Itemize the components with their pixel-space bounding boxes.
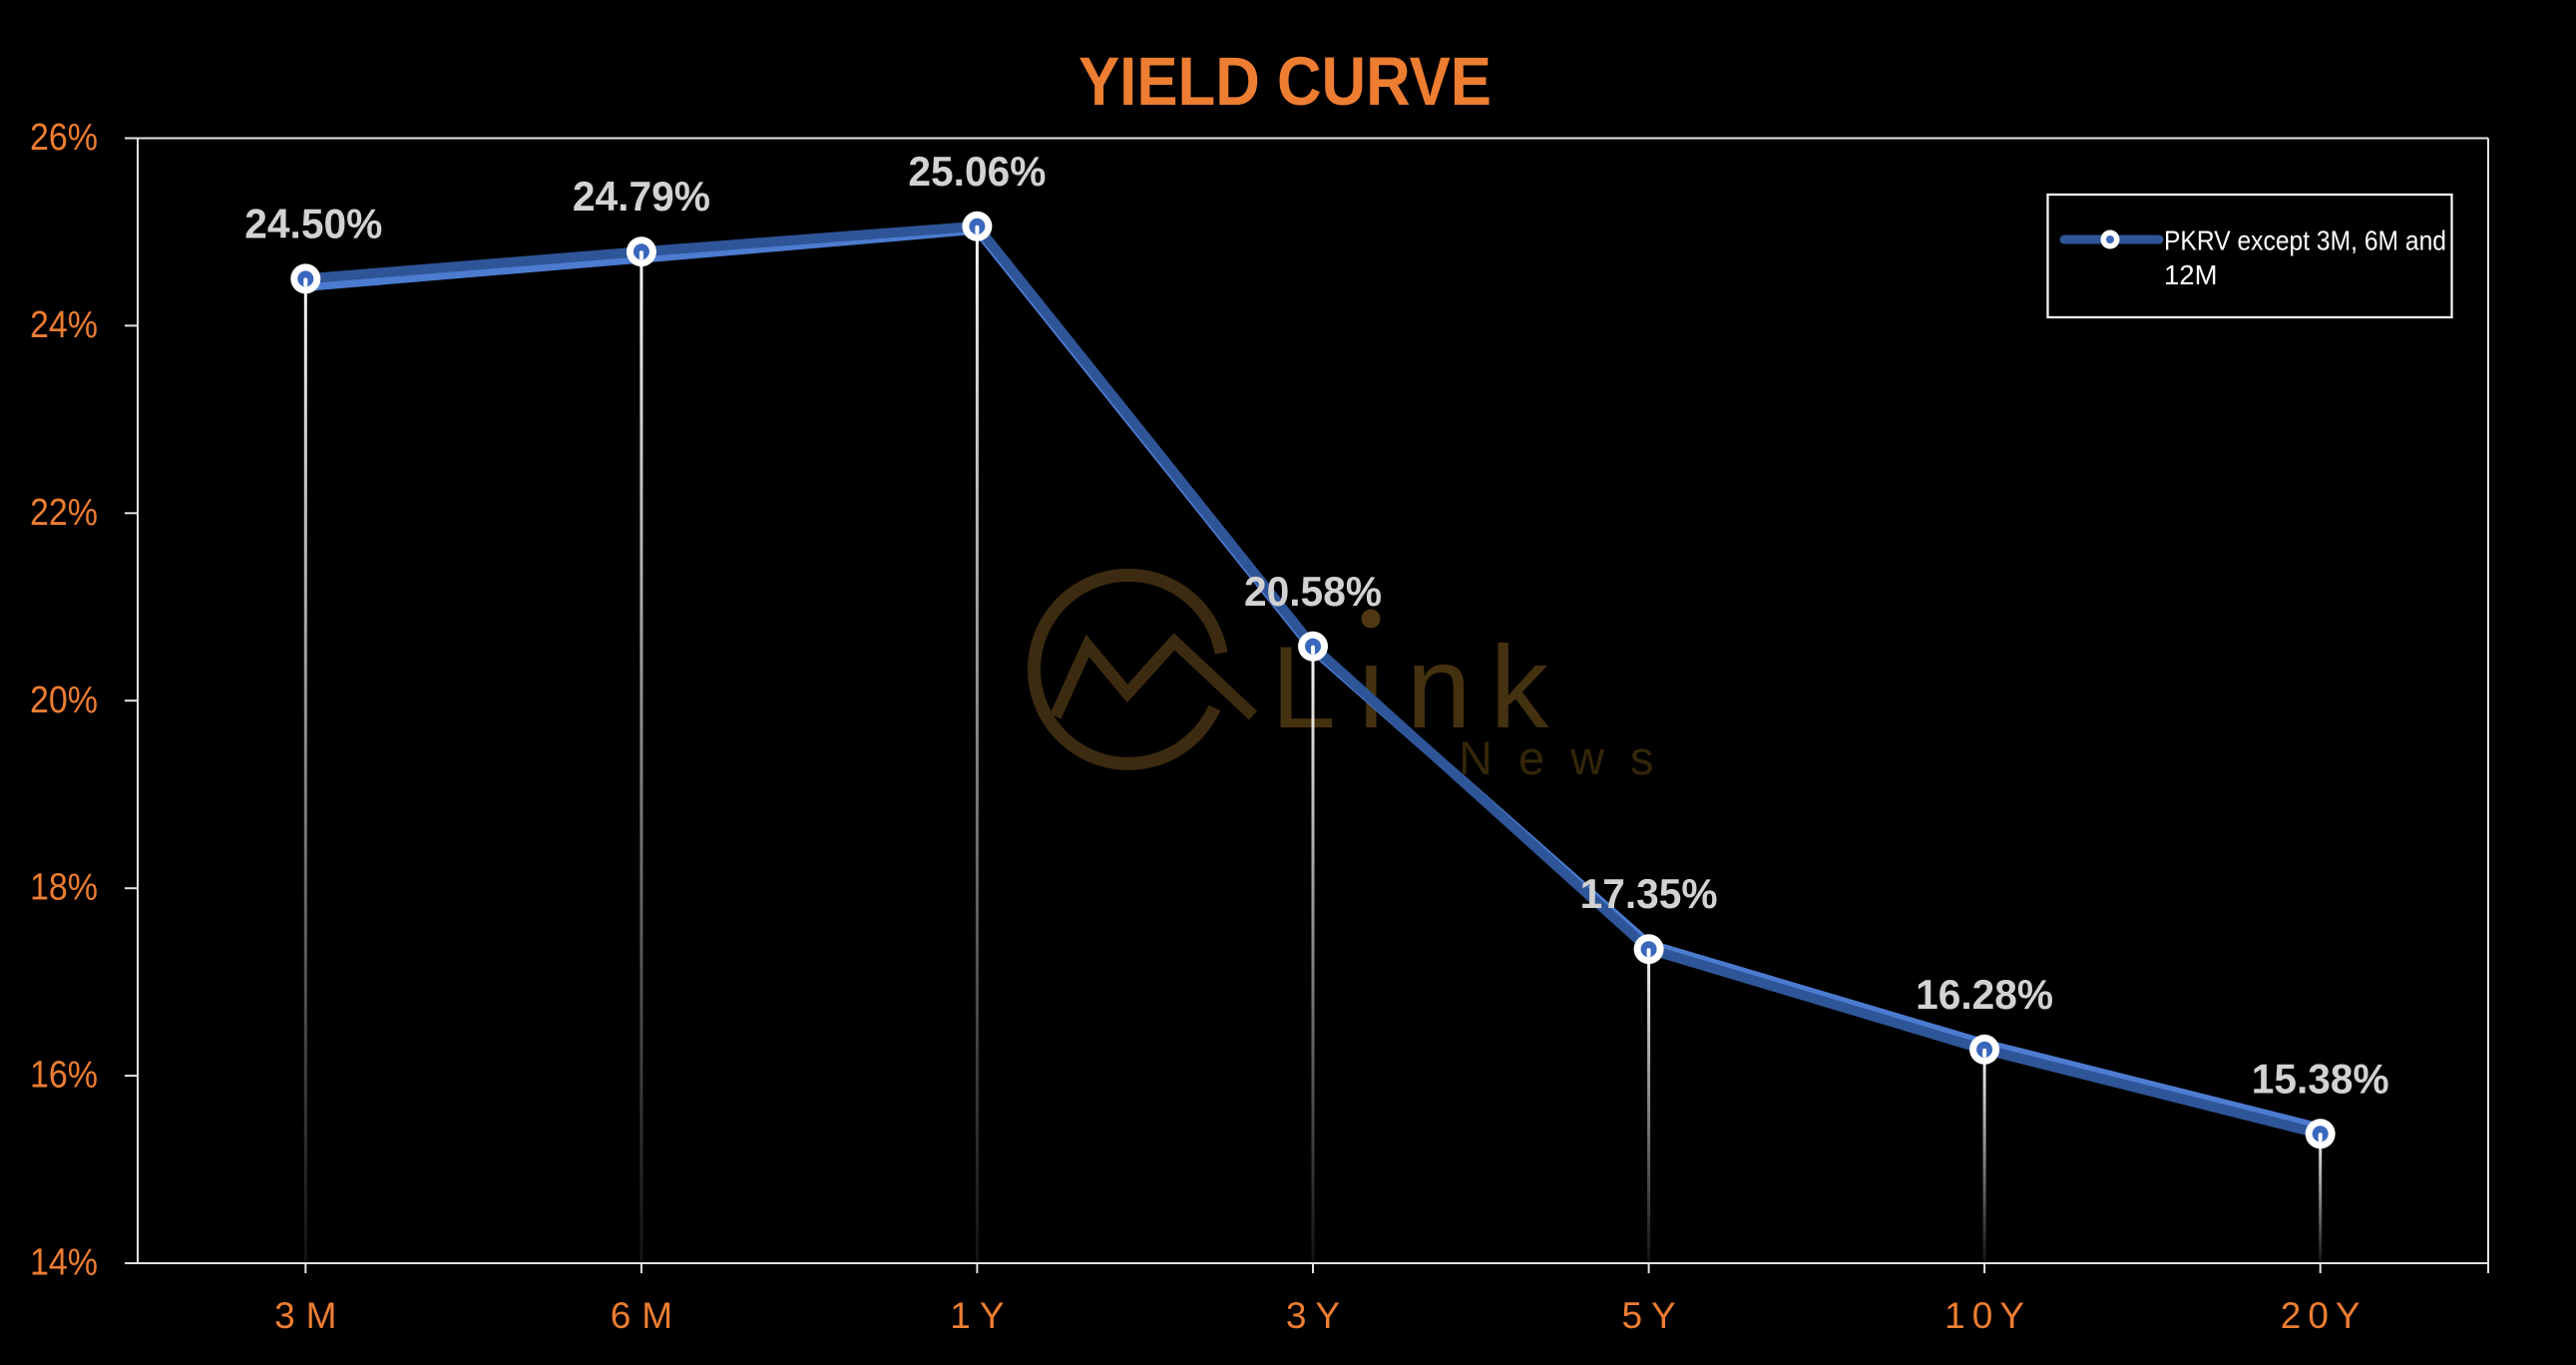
- svg-text:22%: 22%: [30, 492, 98, 534]
- svg-text:3Y: 3Y: [1286, 1295, 1349, 1336]
- svg-text:PKRV except 3M, 6M and: PKRV except 3M, 6M and: [2164, 226, 2446, 256]
- svg-text:3M: 3M: [274, 1295, 347, 1336]
- svg-text:26%: 26%: [30, 117, 98, 159]
- svg-text:16%: 16%: [30, 1055, 98, 1097]
- svg-text:20.58%: 20.58%: [1244, 568, 1382, 615]
- svg-text:12M: 12M: [2164, 259, 2218, 290]
- svg-text:15.38%: 15.38%: [2252, 1055, 2389, 1102]
- svg-text:25.06%: 25.06%: [908, 148, 1046, 195]
- svg-text:16.28%: 16.28%: [1916, 971, 2053, 1018]
- svg-text:20Y: 20Y: [2281, 1295, 2367, 1336]
- svg-text:18%: 18%: [30, 867, 98, 909]
- svg-text:News: News: [1459, 731, 1680, 784]
- svg-text:14%: 14%: [30, 1242, 98, 1284]
- svg-text:20%: 20%: [30, 680, 98, 721]
- svg-text:24.50%: 24.50%: [244, 200, 382, 246]
- svg-text:5Y: 5Y: [1621, 1295, 1684, 1336]
- svg-text:6M: 6M: [611, 1295, 683, 1336]
- svg-text:24.79%: 24.79%: [573, 173, 710, 220]
- svg-text:YIELD CURVE: YIELD CURVE: [1078, 43, 1492, 120]
- svg-text:24%: 24%: [30, 304, 98, 346]
- svg-text:10Y: 10Y: [1944, 1295, 2031, 1336]
- svg-text:1Y: 1Y: [950, 1295, 1013, 1336]
- svg-text:17.35%: 17.35%: [1580, 870, 1718, 917]
